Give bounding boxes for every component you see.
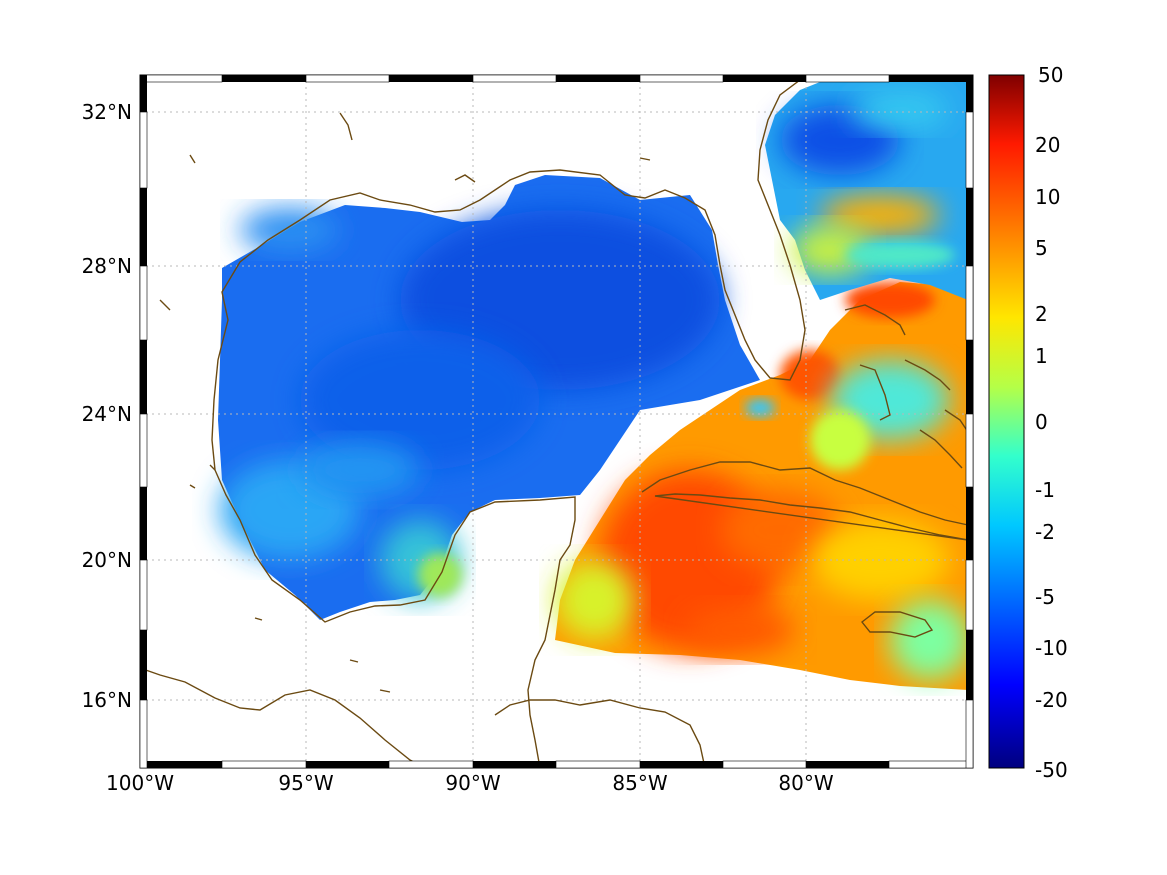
- y-tick-label: 32°N: [82, 100, 132, 124]
- y-tick-label: 28°N: [82, 254, 132, 278]
- y-tick-label: 20°N: [82, 548, 132, 572]
- colorbar-tick-label: -5: [1035, 585, 1055, 609]
- colorbar-tick-label: -2: [1035, 520, 1055, 544]
- colorbar-gradient: [988, 74, 1025, 769]
- x-axis-ticks: 100°W 95°W 90°W 85°W 80°W: [106, 771, 834, 795]
- coastlines: [140, 75, 969, 768]
- jamaica-coastline: [861, 611, 934, 638]
- grid-lines: [140, 75, 973, 768]
- central-america-coastline: [494, 699, 706, 768]
- data-field: [218, 82, 970, 690]
- colorbar-tick-label: 5: [1035, 236, 1048, 260]
- colorbar-tick-label: 20: [1035, 133, 1060, 157]
- colorbar: 50 20 10 5 2 1 0 -1 -2 -5 -10 -20 -50: [988, 63, 1068, 782]
- colorbar-tick-label: -1: [1035, 478, 1055, 502]
- y-axis-ticks: 32°N 28°N 24°N 20°N 16°N: [82, 100, 132, 712]
- x-tick-label: 95°W: [278, 771, 333, 795]
- cuba-coastline: [641, 461, 969, 541]
- colorbar-tick-label: 1: [1035, 344, 1048, 368]
- bahamas-coastline: [844, 304, 969, 469]
- x-tick-label: 100°W: [106, 771, 174, 795]
- x-tick-label: 90°W: [445, 771, 500, 795]
- x-tick-label: 85°W: [612, 771, 667, 795]
- colorbar-tick-label: -50: [1035, 758, 1068, 782]
- us-mexico-gulf-coastline: [140, 75, 816, 768]
- colorbar-tick-label: 0: [1035, 410, 1048, 434]
- colorbar-tick-label: 10: [1035, 185, 1060, 209]
- map-frame: [139, 74, 974, 769]
- colorbar-tick-label: 2: [1035, 302, 1048, 326]
- x-tick-label: 80°W: [778, 771, 833, 795]
- colorbar-tick-label: 50: [1038, 63, 1063, 87]
- y-tick-label: 24°N: [82, 402, 132, 426]
- colorbar-tick-label: -10: [1035, 636, 1068, 660]
- y-tick-label: 16°N: [82, 688, 132, 712]
- colorbar-tick-label: -20: [1035, 688, 1068, 712]
